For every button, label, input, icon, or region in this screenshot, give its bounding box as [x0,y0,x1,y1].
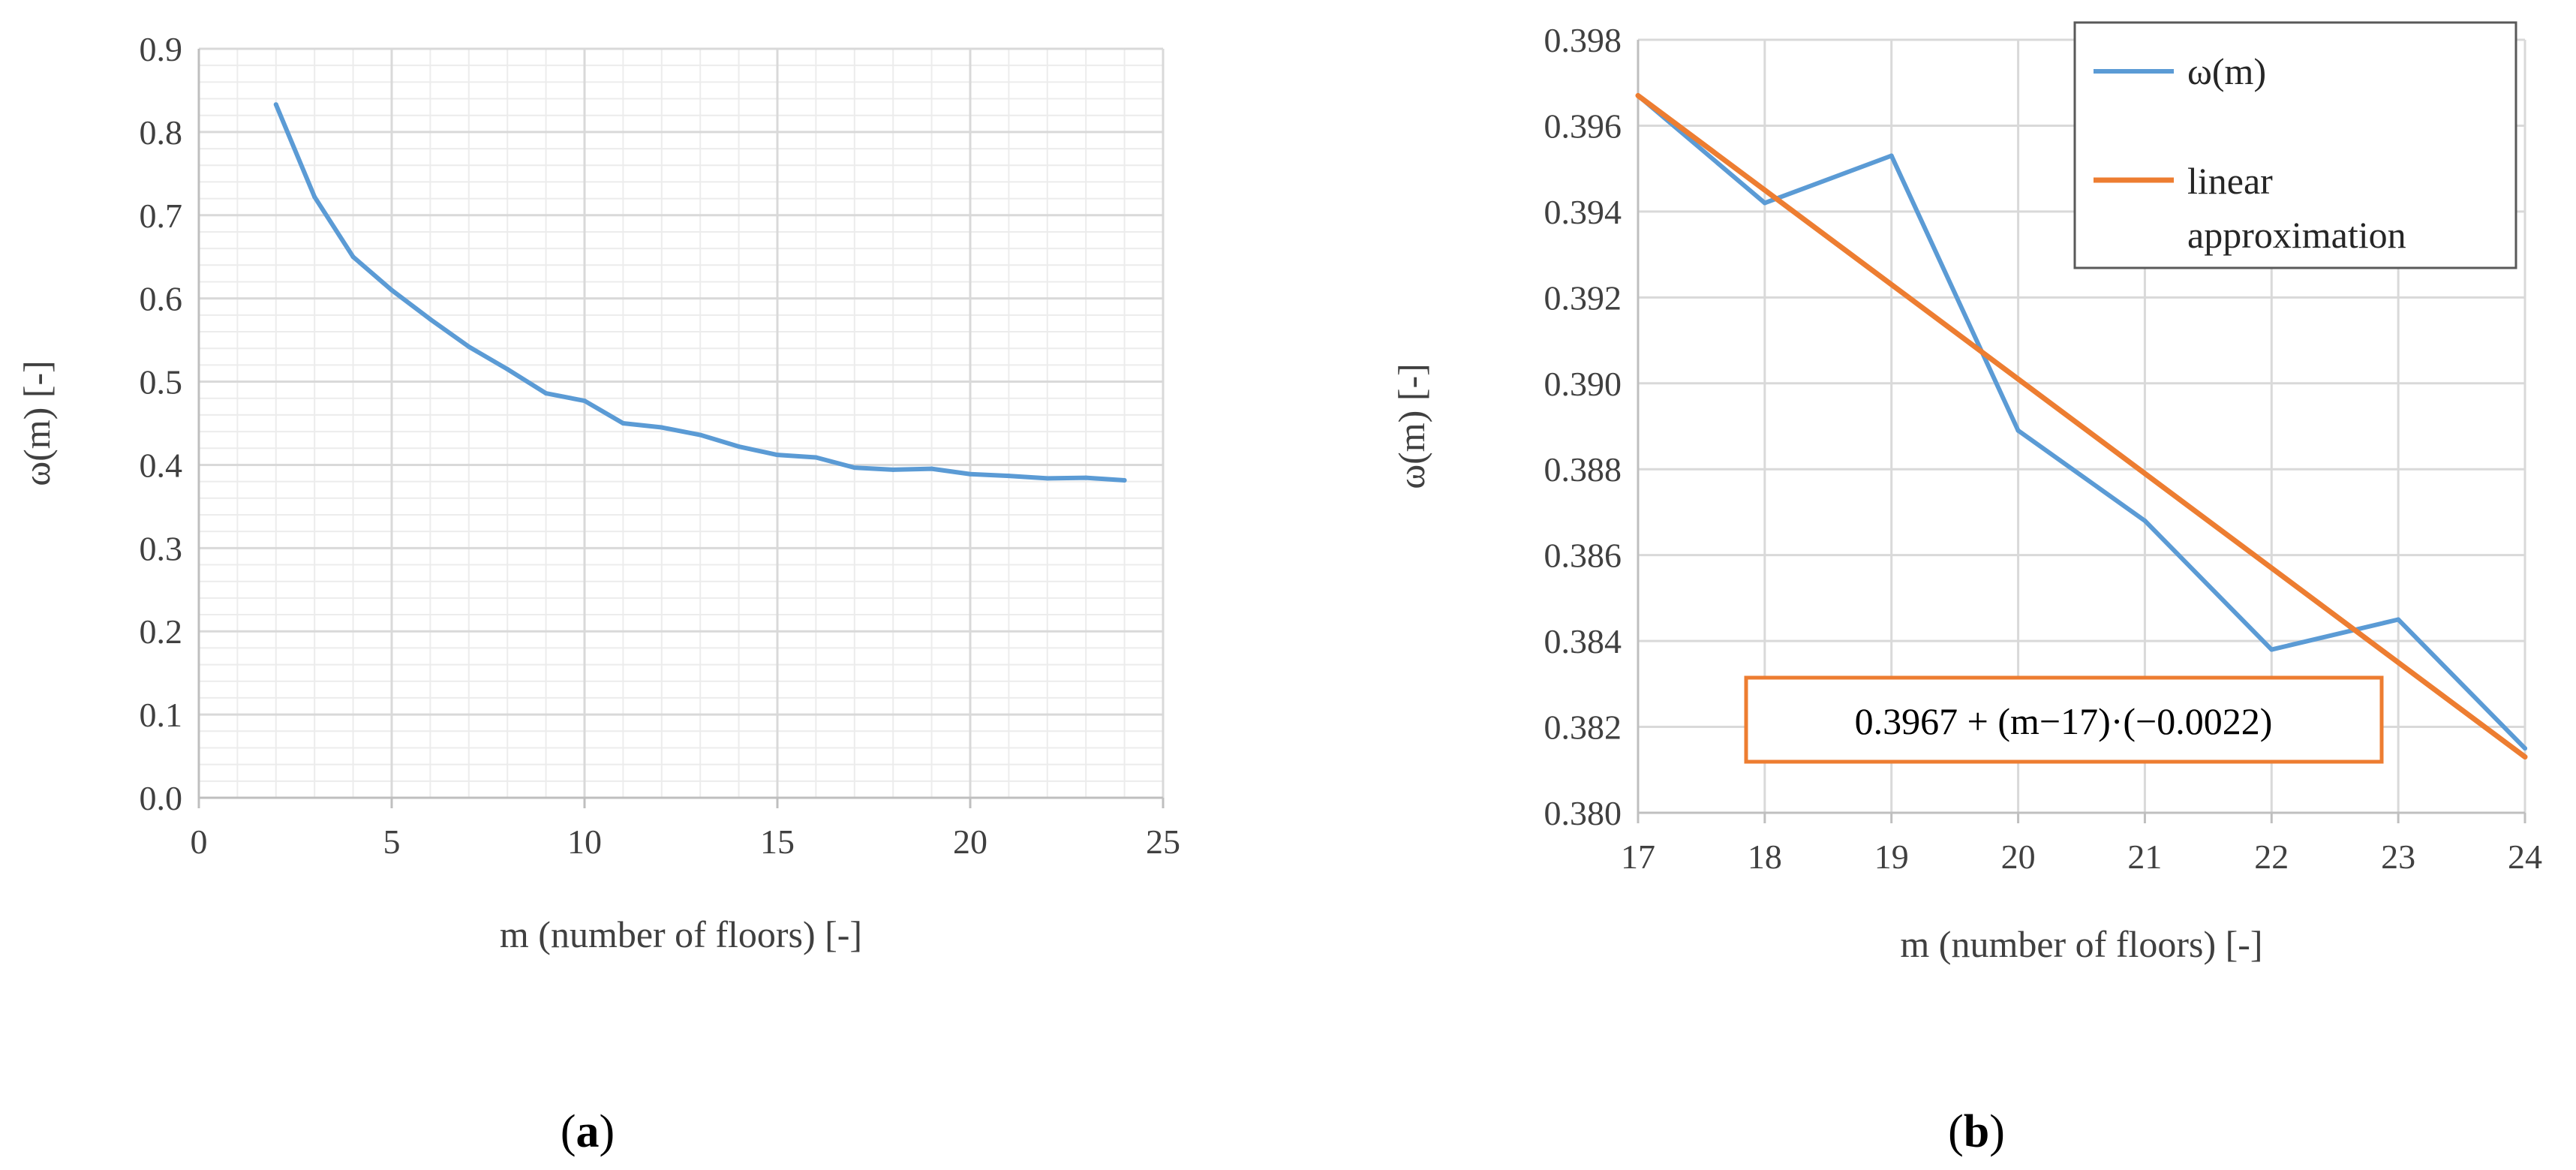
x-tick-label: 20 [2001,838,2036,876]
chart-a: 0 5 10 15 20 25 0.0 0.1 0.2 0.3 0.4 0.5 0.6 0.7 0.8 0.9… [16,30,1180,1157]
data-point [505,366,510,371]
legend: ω(m) linear approximation [2073,21,2517,269]
x-tick-label: 15 [760,823,795,861]
data-point [698,432,703,438]
data-point [1084,475,1089,480]
gridlines [1637,38,2526,814]
y-tick-label: 0.9 [140,30,183,68]
x-tick-label: 10 [567,823,602,861]
x-tick-label: 22 [2254,838,2289,876]
y-tick-label: 0.388 [1544,450,1622,489]
data-point [736,444,741,450]
data-point [312,194,317,200]
data-point [466,344,471,349]
data-point [891,467,896,472]
y-tick-label: 0.380 [1544,794,1622,832]
y-tick-label: 0.396 [1544,107,1622,145]
data-point [2523,754,2527,759]
data-point [273,102,278,107]
y-axis-label: ω(m) [-] [1390,363,1432,489]
data-point [929,466,934,471]
legend-label-linear-line2: approximation [2187,214,2406,256]
y-tick-label: 0.398 [1544,21,1622,59]
x-tick-label: 23 [2381,838,2415,876]
x-axis-label: m (number of floors) [-] [500,913,862,955]
data-point [1636,93,1640,98]
data-point [659,425,664,430]
data-point [968,471,972,477]
y-tick-label: 0.394 [1544,193,1622,231]
x-tick-label: 25 [1146,823,1180,861]
data-point [2269,647,2274,652]
data-point [582,399,587,404]
series-line-1 [1635,92,2528,760]
x-axis-label: m (number of floors) [-] [1900,923,2262,965]
x-tick-label: 24 [2508,838,2542,876]
y-tick-label: 0.382 [1544,708,1622,747]
x-tick-label: 18 [1748,838,1782,876]
y-tick-label: 0.386 [1544,537,1622,575]
y-tick-label: 0.2 [140,612,183,651]
data-point [389,287,394,293]
panel-label: b [1964,1106,1989,1157]
y-tick-label: 0.6 [140,280,183,318]
data-point [428,317,433,322]
x-tick-label: 0 [191,823,208,861]
x-tick-label: 20 [953,823,987,861]
legend-label-omega: ω(m) [2187,50,2266,92]
legend-box [2073,21,2517,269]
y-tick-label: 0.7 [140,197,183,235]
data-point [543,391,549,396]
x-tick-label: 5 [383,823,401,861]
data-point [775,453,780,458]
data-point [1045,476,1050,481]
y-tick-label: 0.0 [140,779,183,817]
data-point [1889,153,1894,158]
y-axis-label: ω(m) [-] [16,360,58,486]
equation-text: 0.3967 + (m−17)·(−0.0022) [1855,700,2273,742]
y-tick-label: 0.1 [140,696,183,734]
data-point [350,254,356,260]
data-point [1006,474,1011,479]
chart-b: 17 18 19 20 21 22 23 24 0.380 0.382 0.384 0.386 0.38… [1390,21,2542,1157]
equation-box [1744,675,2384,764]
data-point [2142,518,2148,523]
y-tick-label: 0.8 [140,113,183,152]
y-tick-label: 0.392 [1544,278,1622,317]
y-tick-label: 0.384 [1544,622,1622,660]
x-tick-label: 21 [2127,838,2162,876]
equation-annotation: 0.3967 + (m−17)·(−0.0022) [1744,675,2384,764]
gridlines [197,47,1165,799]
data-point [2015,428,2021,433]
data-point [621,421,626,426]
y-tick-label: 0.3 [140,529,183,567]
x-tick-label: 17 [1621,838,1655,876]
x-tick-label: 19 [1874,838,1909,876]
legend-label-linear-line1: linear [2187,160,2273,202]
y-tick-label: 0.4 [140,446,183,484]
data-point [852,465,857,471]
data-point [1762,200,1767,206]
data-point [1122,477,1127,483]
panel-caption: (a) [561,1106,615,1157]
panel-caption: (b) [1948,1106,2005,1157]
data-point [2523,746,2527,751]
series-line-0 [1636,93,2527,751]
panel-label: a [576,1106,600,1157]
y-tick-label: 0.5 [140,363,183,402]
data-point [2396,617,2401,622]
y-tick-label: 0.390 [1544,365,1622,403]
data-point [813,455,819,460]
